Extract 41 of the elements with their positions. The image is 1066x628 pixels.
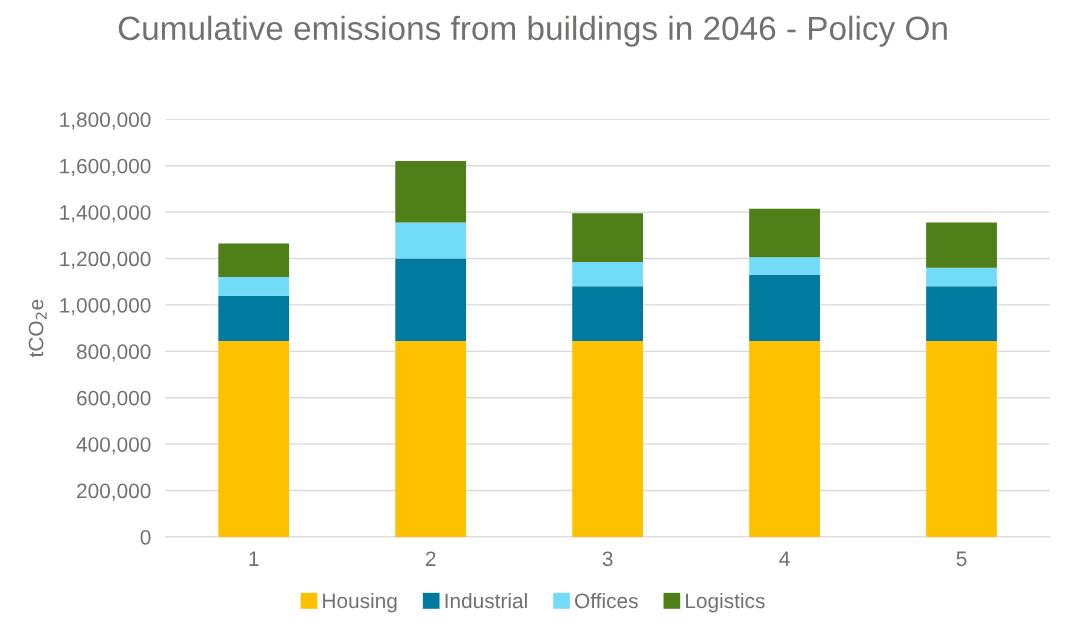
bar (395, 222, 467, 259)
bar (926, 340, 997, 537)
bar (395, 258, 467, 341)
bar (749, 340, 820, 537)
y-tick-label: 600,000 (77, 390, 151, 408)
bar (218, 277, 290, 296)
y-tick-label: 800,000 (76, 344, 151, 362)
x-tick-label: 5 (956, 551, 967, 567)
y-tick-label: 200,000 (77, 483, 151, 501)
bar (395, 340, 467, 537)
legend-label: Logistics (686, 592, 765, 613)
y-tick-label: 1,000,000 (60, 297, 151, 316)
y-tick-label: 0 (140, 529, 151, 545)
bar (218, 340, 290, 537)
bar (749, 208, 820, 258)
legend-label: Offices (575, 592, 638, 609)
y-tick-label: 1,400,000 (60, 205, 151, 223)
y-tick-label: 1,600,000 (60, 158, 151, 176)
chart-title: Cumulative emissions from buildings in 2046 - Policy On (118, 15, 947, 47)
y-axis-title: tCO$_{2}$e (28, 299, 47, 358)
bar (749, 274, 820, 341)
x-tick-label: 4 (779, 551, 790, 566)
bar (749, 257, 820, 275)
bar (218, 243, 290, 278)
bar (572, 213, 644, 263)
bar (926, 286, 997, 341)
y-tick-label: 1,200,000 (60, 251, 151, 269)
legend-label: Industrial (445, 592, 527, 609)
x-tick-label: 1 (249, 551, 259, 566)
bar (572, 262, 644, 287)
bar (572, 340, 644, 537)
y-tick-label: 400,000 (76, 437, 151, 455)
x-tick-label: 3 (602, 551, 613, 567)
bar (395, 161, 467, 223)
bar (572, 286, 644, 341)
bar (926, 222, 997, 268)
y-tick-label: 1,800,000 (60, 112, 151, 130)
bar (926, 267, 997, 287)
bar (218, 295, 290, 341)
legend-label: Housing (323, 592, 397, 613)
x-tick-label: 2 (425, 551, 436, 566)
